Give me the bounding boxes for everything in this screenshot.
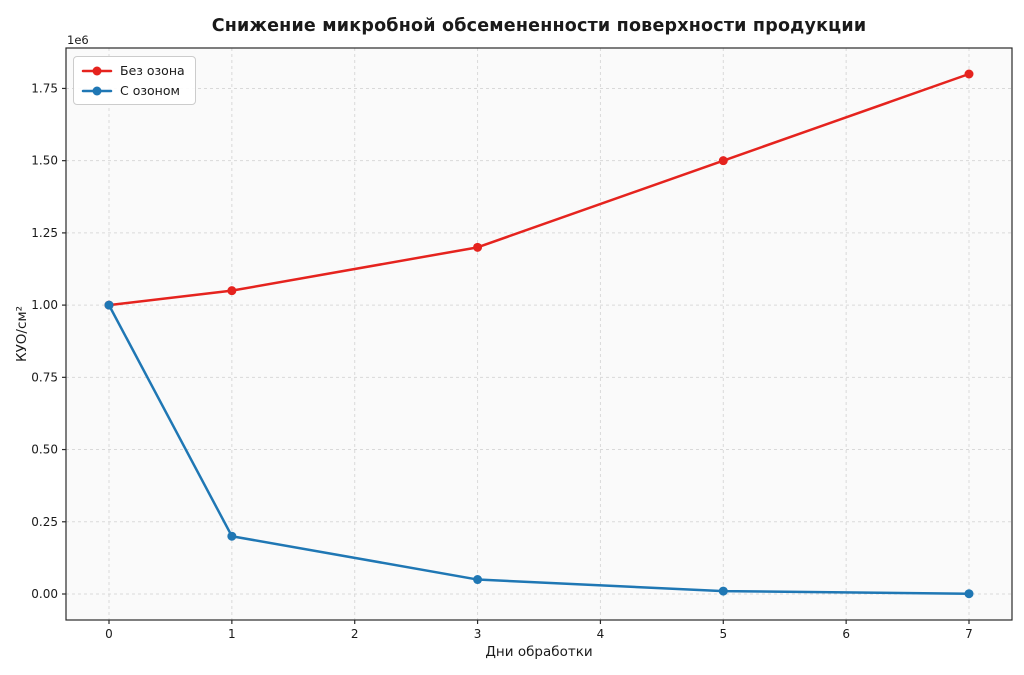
y-tick-label: 1.25 bbox=[31, 226, 58, 240]
y-tick-label: 0.00 bbox=[31, 587, 58, 601]
legend: Без озона С озоном bbox=[73, 56, 196, 105]
y-tick-label: 0.25 bbox=[31, 515, 58, 529]
data-point-marker bbox=[227, 531, 237, 541]
data-point-marker bbox=[227, 286, 237, 296]
x-tick-label: 3 bbox=[474, 627, 482, 641]
data-point-marker bbox=[473, 575, 483, 585]
x-tick-label: 6 bbox=[842, 627, 850, 641]
data-point-marker bbox=[473, 242, 483, 252]
x-tick-label: 0 bbox=[105, 627, 113, 641]
legend-item: С озоном bbox=[81, 81, 185, 100]
plot-background bbox=[66, 48, 1012, 620]
x-tick-label: 2 bbox=[351, 627, 359, 641]
data-point-marker bbox=[104, 300, 114, 310]
y-tick-label: 0.50 bbox=[31, 443, 58, 457]
x-tick-label: 5 bbox=[719, 627, 727, 641]
data-point-marker bbox=[964, 69, 974, 79]
y-tick-label: 1.50 bbox=[31, 154, 58, 168]
y-tick-label: 1.00 bbox=[31, 298, 58, 312]
x-axis-label: Дни обработки bbox=[485, 644, 593, 660]
x-tick-label: 4 bbox=[597, 627, 605, 641]
legend-marker-icon bbox=[81, 86, 113, 95]
chart-title: Снижение микробной обсемененности поверх… bbox=[211, 16, 867, 36]
legend-marker-icon bbox=[81, 66, 113, 75]
legend-label: Без озона bbox=[120, 63, 185, 78]
legend-label: С озоном bbox=[120, 83, 180, 98]
legend-item: Без озона bbox=[81, 61, 185, 80]
y-axis-offset-text: 1e6 bbox=[67, 33, 89, 47]
x-tick-label: 7 bbox=[965, 627, 973, 641]
data-point-marker bbox=[718, 156, 728, 166]
y-tick-label: 1.75 bbox=[31, 81, 58, 95]
x-tick-label: 1 bbox=[228, 627, 236, 641]
y-tick-label: 0.75 bbox=[31, 370, 58, 384]
data-point-marker bbox=[964, 589, 974, 599]
axes-spines bbox=[65, 47, 1013, 621]
data-point-marker bbox=[718, 586, 728, 596]
